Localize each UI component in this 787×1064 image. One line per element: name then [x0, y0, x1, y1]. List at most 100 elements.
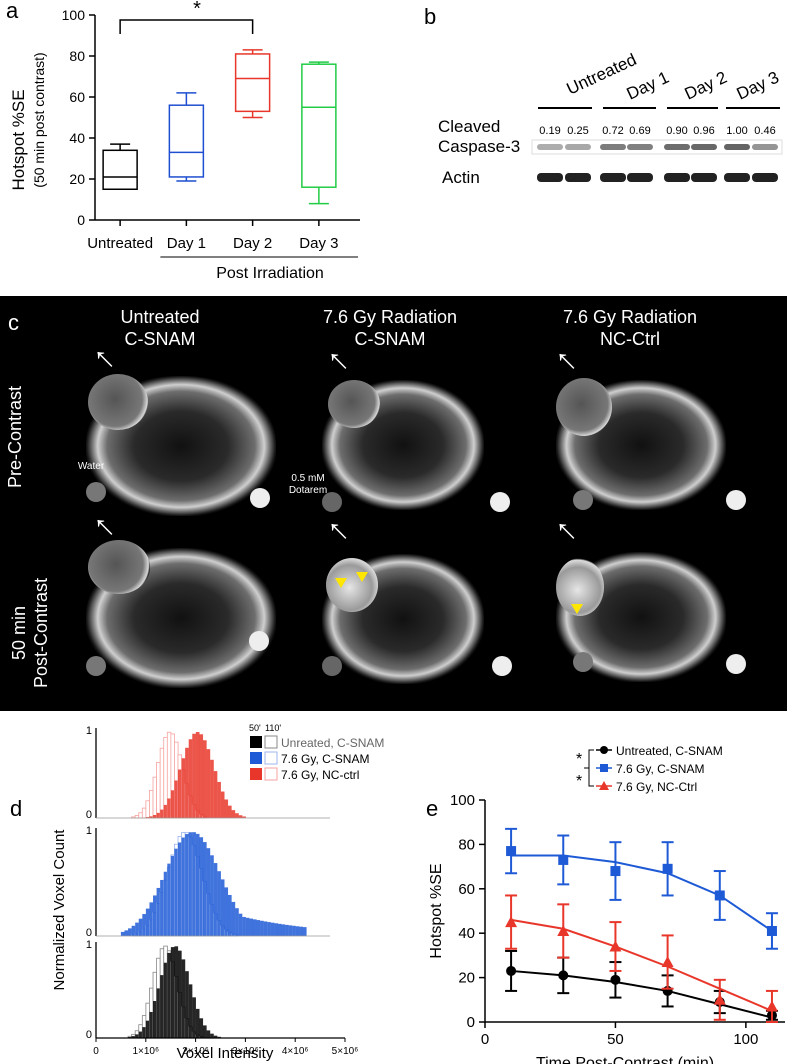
- hist-bar-50: [174, 848, 179, 936]
- data-point: [557, 924, 570, 936]
- hist-bar-50: [245, 917, 250, 936]
- hist-bar-50: [160, 975, 164, 1038]
- data-point: [610, 866, 621, 877]
- hist-bar-50: [199, 1018, 204, 1038]
- legend-header-50: 50': [249, 723, 261, 733]
- actin-band: [691, 173, 717, 182]
- hist-bar-50: [210, 1033, 214, 1038]
- hist-bar-50: [231, 810, 236, 818]
- hist-bar-110: [138, 812, 143, 819]
- water-vial: [86, 482, 106, 502]
- hist-bar-110: [159, 747, 165, 819]
- hist-x-tick-label: 1×10⁶: [132, 1046, 159, 1057]
- hist-bar-50: [242, 816, 246, 818]
- hist-y-tick-label: 0: [86, 927, 92, 939]
- hist-bar-50: [231, 901, 236, 936]
- blot-value: 0.90: [666, 125, 687, 137]
- hist-bar-50: [267, 922, 271, 936]
- hist-bar-50: [149, 816, 154, 818]
- hist-bar-50: [163, 804, 168, 818]
- hist-bar-50: [188, 984, 193, 1038]
- hist-bar-50: [156, 812, 161, 818]
- tumor: [556, 378, 612, 436]
- hist-bar-50: [210, 855, 214, 936]
- dotarem-vial: [726, 654, 746, 674]
- e-x-tick-label: 50: [607, 1031, 624, 1048]
- panel-label-b: b: [424, 4, 437, 29]
- hist-bar-50: [170, 790, 175, 818]
- hist-bar-50: [174, 946, 179, 1038]
- e-y-tick-label: 20: [458, 970, 475, 987]
- hist-bar-50: [199, 734, 204, 818]
- data-point: [662, 863, 673, 874]
- tumor: [326, 558, 378, 612]
- hist-bar-110: [145, 800, 150, 819]
- hist-bar-50: [195, 732, 200, 818]
- hist-bar-50: [188, 739, 193, 818]
- hist-x-tick-label: 4×10⁶: [282, 1046, 309, 1057]
- legend-significance: *: [576, 751, 582, 768]
- hist-bar-50: [181, 959, 186, 1038]
- hist-bar-50: [227, 894, 232, 936]
- box: [168, 104, 205, 178]
- dotarem-vial: [249, 631, 269, 651]
- water-vial: [573, 652, 593, 672]
- water-vial: [573, 490, 593, 510]
- hist-bar-50: [195, 833, 200, 936]
- panel-e-line-chart: 0 20 40 60 80 100 0 50 100 Time Post-Contrast (mi…: [428, 744, 785, 1064]
- e-y-tick-label: 60: [458, 881, 475, 898]
- data-point: [506, 846, 517, 857]
- hist-bar-110: [152, 776, 158, 819]
- hist-bar-50: [149, 902, 154, 936]
- hist-bar-50: [167, 863, 171, 936]
- blot-row-actin: Actin: [442, 168, 480, 187]
- data-point: [765, 1000, 778, 1012]
- legend-marker: [600, 746, 608, 754]
- hist-bar-50: [299, 926, 303, 936]
- legend-swatch-110: [264, 735, 278, 749]
- hist-bar-50: [185, 834, 189, 936]
- blot-column-label: Day 3: [734, 68, 782, 104]
- blot-value: 0.25: [567, 125, 588, 137]
- hist-bar-50: [160, 809, 164, 818]
- hist-bar-50: [170, 855, 175, 936]
- panel-label-c: c: [8, 310, 19, 335]
- tumor: [88, 540, 150, 594]
- e-y-tick-label: 40: [458, 925, 475, 942]
- data-point: [505, 916, 518, 928]
- arrow-icon: →: [309, 509, 361, 561]
- dotarem-label: 0.5 mM Dotarem: [288, 473, 328, 496]
- hist-bar-50: [217, 781, 221, 818]
- yellow-arrow-icon: [356, 572, 368, 582]
- blot-value: 1.00: [726, 125, 747, 137]
- hist-bar-50: [163, 871, 168, 936]
- hist-bar-50: [249, 918, 254, 936]
- col-title-untreated: Untreated C-SNAM: [120, 307, 200, 349]
- hist-bar-50: [153, 1001, 157, 1038]
- hist-bar-50: [199, 837, 204, 936]
- data-point: [609, 940, 622, 952]
- hist-bar-50: [178, 769, 182, 818]
- hist-bar-50: [178, 950, 182, 1038]
- legend-header-110: 110': [265, 723, 281, 733]
- panel-label-a: a: [6, 0, 19, 23]
- hist-bar-50: [145, 1020, 150, 1038]
- hist-bar-50: [185, 971, 189, 1038]
- water-label: Water: [77, 461, 105, 472]
- legend-label: 7.6 Gy, NC-ctrl: [281, 768, 359, 782]
- hist-bar-50: [156, 988, 161, 1038]
- water-vial: [322, 656, 342, 676]
- hist-bar-50: [302, 927, 307, 936]
- tumor: [328, 380, 380, 428]
- y-tick-label: 20: [69, 171, 85, 187]
- caspase-band: [752, 144, 778, 150]
- panel-label-e: e: [426, 796, 439, 821]
- hist-bar-50: [195, 1008, 200, 1038]
- caspase-band: [691, 144, 717, 150]
- hist-bar-50: [170, 947, 175, 1038]
- blot-value: 0.46: [754, 125, 775, 137]
- hist-bar-50: [128, 928, 132, 936]
- blot-row-cleaved: Cleaved: [438, 117, 500, 136]
- legend-swatch-110: [264, 767, 278, 781]
